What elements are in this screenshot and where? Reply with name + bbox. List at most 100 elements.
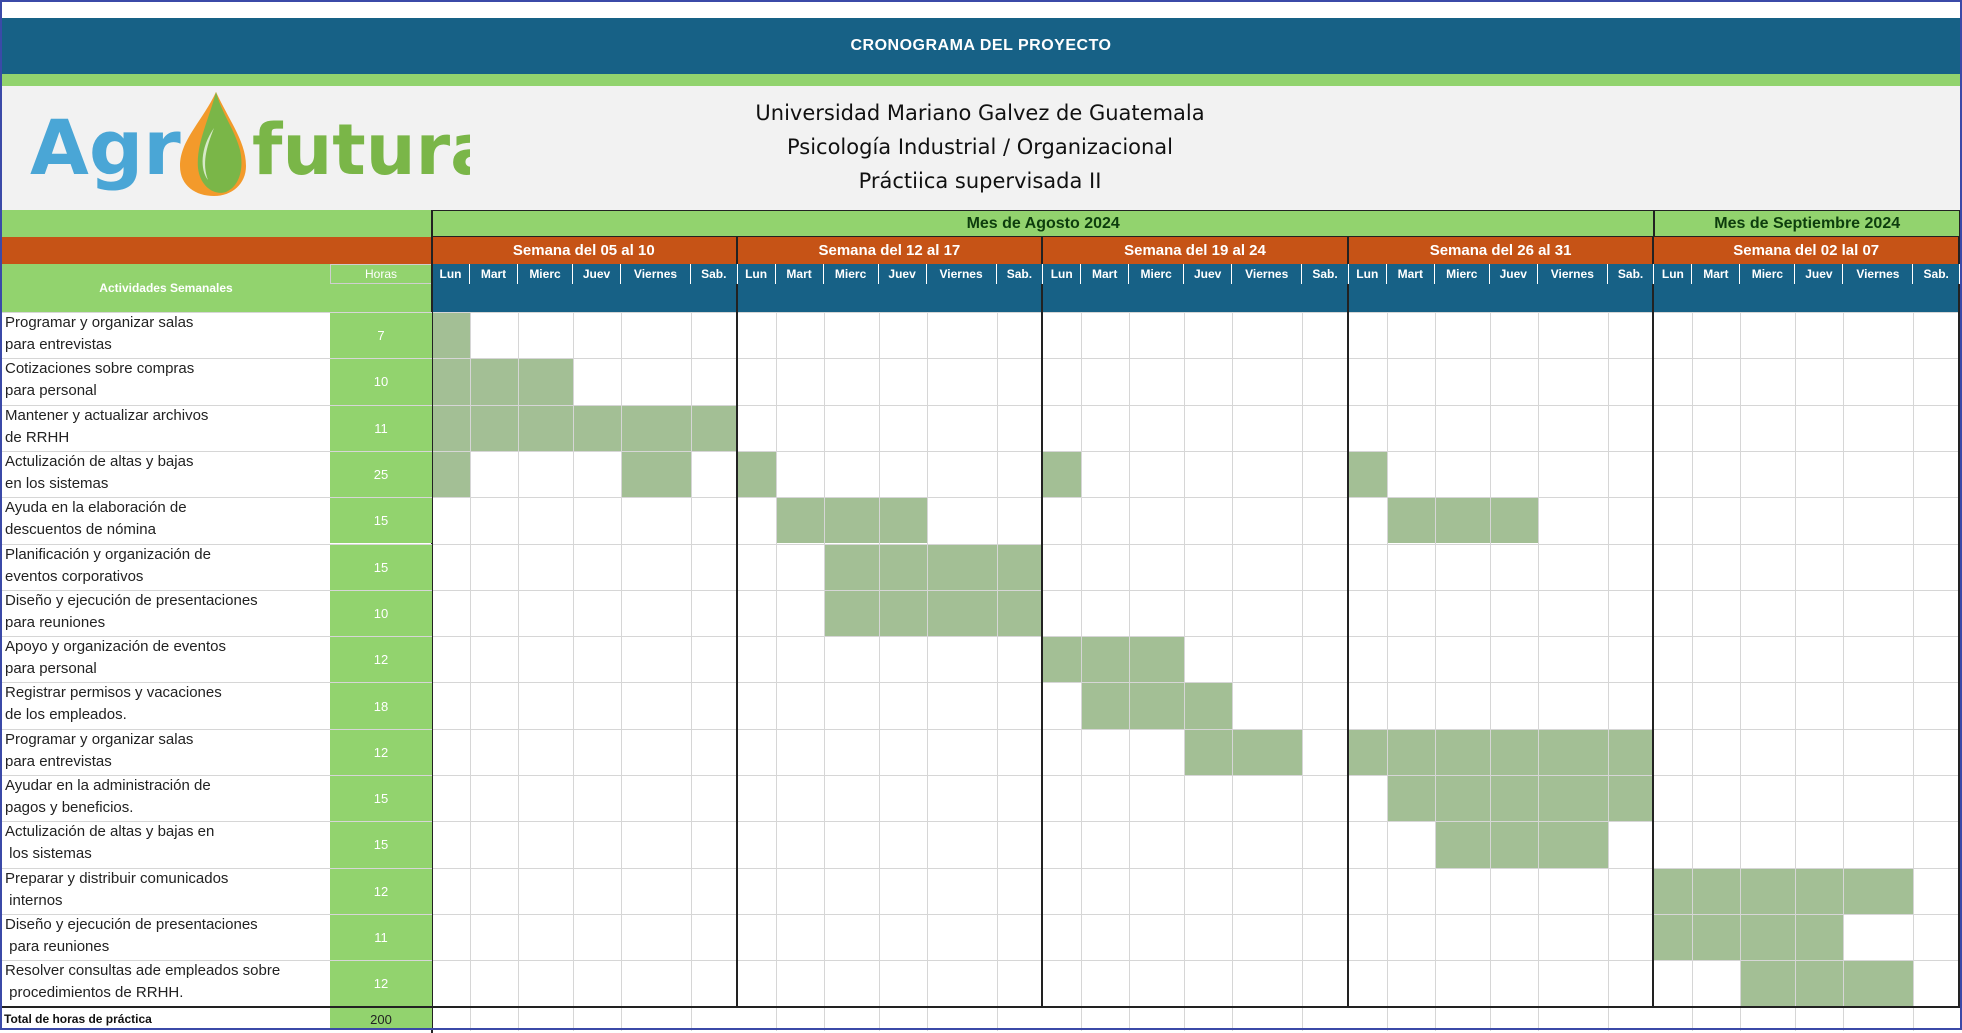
activity-name-line2: para entrevistas — [5, 336, 112, 353]
activity-name-line1: Cotizaciones sobre compras — [5, 360, 195, 378]
day-header-spacer — [1654, 284, 1960, 312]
activity-name-line1: Diseño y ejecución de presentaciones — [5, 915, 258, 933]
day-gridline — [1843, 312, 1845, 1031]
activity-name-line1: Preparar y distribuir comunicados — [5, 869, 229, 887]
day-header: Lun — [737, 264, 776, 284]
activity-name-line1: Registrar permisos y vacaciones — [5, 684, 222, 702]
day-header: Lun — [432, 264, 470, 284]
activity-hours: 15 — [330, 543, 432, 590]
logo-text-left: Agr — [30, 103, 181, 192]
gantt-filled-cell — [878, 543, 927, 590]
activity-name-line2: de RRHH — [5, 428, 70, 446]
gantt-filled-cell — [1843, 960, 1914, 1007]
day-header: Mart — [1692, 264, 1741, 284]
activity-row: Ayudar en la administración de pagos y be… — [2, 775, 432, 822]
activity-hours: 25 — [330, 450, 432, 498]
gantt-filled-cell — [621, 404, 691, 451]
day-gridline — [691, 312, 692, 1031]
gantt-filled-cell — [1607, 775, 1655, 822]
day-header: Mierc — [518, 264, 573, 284]
gantt-filled-cell — [1348, 728, 1387, 775]
day-header: Viernes — [1843, 264, 1914, 284]
day-header: Lun — [1654, 264, 1693, 284]
day-header: Juev — [1489, 264, 1538, 284]
activity-row: Ayuda en la elaboración de descuentos de … — [2, 497, 432, 544]
gantt-filled-cell — [996, 589, 1044, 637]
drop-icon — [180, 92, 246, 196]
gantt-filled-cell — [432, 450, 470, 498]
activity-name-line1: Planificación y organización de — [5, 545, 211, 563]
gantt-filled-cell — [1434, 775, 1490, 822]
hours-column-header: Horas — [330, 264, 432, 284]
gantt-filled-cell — [1129, 636, 1185, 683]
logo-graphic: Agr futura — [30, 92, 497, 196]
gantt-filled-cell — [1434, 497, 1490, 544]
gantt-filled-cell — [737, 450, 776, 498]
day-header: Lun — [1348, 264, 1387, 284]
day-gridline — [1386, 312, 1388, 1031]
activity-name-line1: Ayudar en la administración de — [5, 777, 211, 794]
activity-hours: 10 — [330, 358, 432, 405]
activity-name-line2: descuentos de nómina — [5, 521, 156, 539]
gantt-filled-cell — [518, 404, 573, 451]
row-gridline — [2, 821, 1960, 823]
gantt-filled-cell — [823, 497, 879, 544]
gantt-filled-cell — [996, 543, 1044, 590]
day-header-spacer — [1043, 284, 1349, 312]
activities-column-header: Actividades Semanales — [2, 264, 330, 312]
gantt-filled-cell — [1081, 636, 1130, 683]
row-gridline — [2, 358, 1960, 360]
activity-name-line2: pagos y beneficios. — [5, 799, 134, 816]
activity-hours: 12 — [330, 960, 432, 1007]
total-row-border — [2, 1006, 1960, 1008]
gantt-filled-cell — [1795, 913, 1844, 961]
day-gridline — [1607, 312, 1609, 1031]
gantt-filled-cell — [1795, 960, 1844, 1007]
activity-hours: 15 — [330, 775, 432, 822]
day-header: Mierc — [823, 264, 879, 284]
gantt-filled-cell — [1386, 775, 1435, 822]
activity-name-line1: Ayuda en la elaboración de — [5, 499, 187, 517]
activity-name-line1: Actulización de altas y bajas — [5, 452, 194, 470]
gantt-filled-cell — [1654, 867, 1693, 914]
gantt-filled-cell — [1434, 821, 1490, 868]
gantt-filled-cell — [432, 312, 470, 359]
day-gridline — [1232, 312, 1234, 1031]
project-banner: CRONOGRAMA DEL PROYECTO — [2, 18, 1960, 74]
header-line-2: Psicología Industrial / Organizacional — [786, 135, 1174, 159]
gantt-filled-cell — [1654, 913, 1693, 961]
activity-name-line2: procedimientos de RRHH. — [5, 984, 184, 1002]
day-header: Mierc — [1434, 264, 1490, 284]
activity-row: Planificación y organización de eventos c… — [2, 543, 432, 590]
gantt-filled-cell — [1489, 497, 1538, 544]
row-gridline — [2, 913, 1960, 915]
row-gridline — [2, 682, 1960, 684]
day-header: Sab. — [1302, 264, 1349, 284]
row-gridline — [2, 960, 1960, 962]
gantt-filled-cell — [1740, 867, 1796, 914]
day-gridline — [1795, 312, 1797, 1031]
day-header: Juev — [878, 264, 927, 284]
day-gridline — [621, 312, 622, 1031]
header-line-3: Práctiica supervisada II — [858, 169, 1102, 193]
gantt-filled-cell — [926, 589, 997, 637]
day-header: Sab. — [996, 264, 1044, 284]
top-strip — [0, 0, 1962, 18]
gantt-filled-cell — [1795, 867, 1844, 914]
day-header: Viernes — [1537, 264, 1608, 284]
day-header: Viernes — [926, 264, 997, 284]
activity-name-line2: los sistemas — [5, 845, 92, 863]
day-gridline — [518, 312, 519, 1031]
gantt-filled-cell — [432, 404, 470, 451]
left-week-spacer — [2, 237, 432, 264]
gantt-filled-cell — [1537, 728, 1608, 775]
gantt-filled-cell — [1537, 821, 1608, 868]
activity-name-line1: Resolver consultas ade empleados sobre — [5, 962, 281, 980]
activity-row: Actulización de altas y bajas en los sis… — [2, 821, 432, 868]
activity-row: Programar y organizar salas para entrevis… — [2, 312, 432, 359]
gantt-filled-cell — [432, 358, 470, 405]
day-header-spacer — [432, 284, 738, 312]
day-header: Sab. — [1913, 264, 1960, 284]
activity-name-line2: eventos corporativos — [5, 567, 144, 585]
activity-name-line2: para entrevistas — [5, 752, 112, 770]
